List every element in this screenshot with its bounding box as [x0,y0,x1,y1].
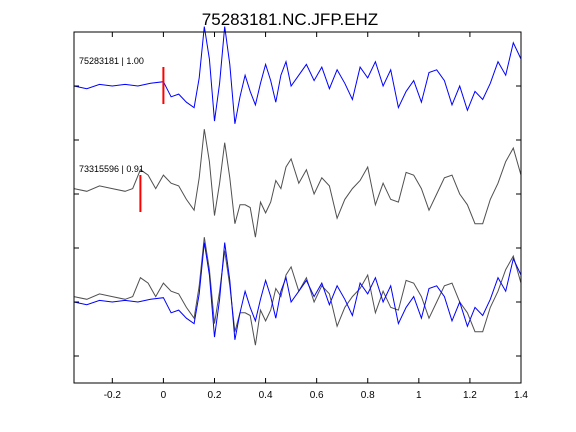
x-tick-label-7: 1.2 [463,390,477,401]
x-tick-label-3: 0.4 [259,390,273,401]
x-tick-label-0: -0.2 [104,390,122,401]
trace-line-2 [73,129,522,238]
x-tick-label-6: 1 [416,390,422,401]
traces-layer [73,26,522,346]
overlay-line-2 [73,237,522,346]
trace-line-1 [73,26,522,124]
x-tick-label-5: 0.8 [361,390,375,401]
axes-frame [73,31,522,384]
annotations-layer: 75283181 | 1.00 73315596 | 0.91 [79,56,165,212]
x-tick-label-2: 0.2 [208,390,222,401]
x-tick-label-8: 1.4 [514,390,528,401]
trace-label-2: 73315596 | 0.91 [79,164,144,174]
axes-layer: -0.2 0 0.2 0.4 0.6 0.8 1 1.2 1.4 [73,31,528,401]
x-tick-label-1: 0 [161,390,167,401]
chart-title: 75283181.NC.JFP.EHZ [202,10,378,29]
x-tick-label-4: 0.6 [310,390,324,401]
trace-label-1: 75283181 | 1.00 [79,56,144,66]
overlay-line-1 [73,242,522,340]
